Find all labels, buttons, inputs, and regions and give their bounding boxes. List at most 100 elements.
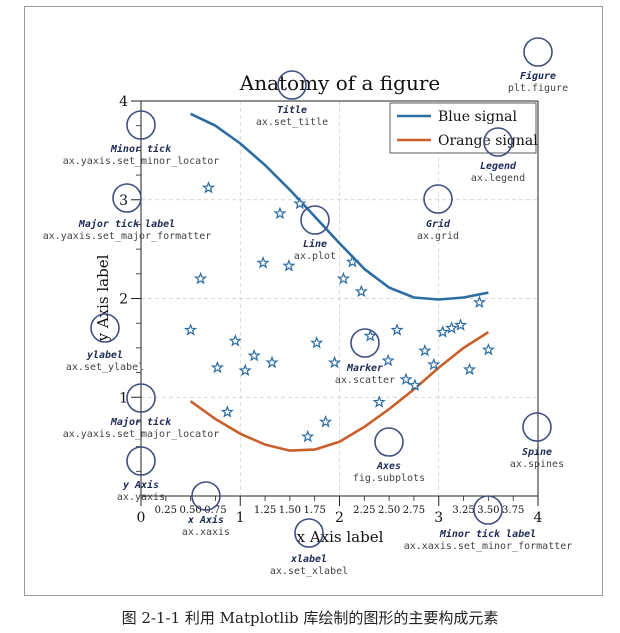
x-minor-tick-label: 1.25 xyxy=(254,505,276,516)
annotation-circle xyxy=(277,70,307,100)
annotation-circle xyxy=(473,495,503,525)
annotation-code: ax.xaxis.set_minor_formatter xyxy=(404,541,573,552)
anatomy-chart: 0 1 2 3 4 0.25 0.50 0.75 1.25 1.50 1.75 2.25 2.50 2.7… xyxy=(43,37,573,577)
scatter-marker xyxy=(372,395,386,408)
x-minor-tick-label: 2.25 xyxy=(353,505,375,516)
annotation-circle xyxy=(112,183,142,213)
annotation-code: ax.legend xyxy=(471,173,525,184)
scatter-marker xyxy=(201,180,216,194)
scatter-marker xyxy=(238,363,252,377)
x-axis-label: x Axis label xyxy=(297,528,384,546)
scatter-marker xyxy=(310,336,324,349)
scatter-marker xyxy=(354,284,368,298)
x-major-tick-label: 2 xyxy=(335,510,344,526)
annotation-code: ax.yaxis.set_minor_locator xyxy=(63,156,220,167)
scatter-marker xyxy=(445,321,459,334)
x-minor-tick-label: 0.25 xyxy=(155,505,177,516)
scatter-marker xyxy=(282,258,296,272)
series-line-orange xyxy=(189,331,490,452)
y-major-tick-label: 3 xyxy=(119,193,128,209)
annotation-name: y Axis xyxy=(122,479,159,491)
annotation-name: Major tick label xyxy=(78,218,175,230)
x-major-tick-label: 0 xyxy=(137,510,146,526)
annotation-name: Title xyxy=(277,104,307,116)
x-minor-tick-label: 1.75 xyxy=(304,505,326,516)
scatter-marker xyxy=(319,415,333,428)
annotation-code: ax.set_ylabel xyxy=(66,362,144,373)
scatter-marker xyxy=(454,318,468,331)
annotation-name: Major tick xyxy=(110,416,172,428)
legend-label: Orange signal xyxy=(438,133,538,149)
scatter-marker xyxy=(408,378,422,391)
annotation-code: ax.scatter xyxy=(335,375,395,386)
y-major-tick-label: 1 xyxy=(119,390,128,406)
scatter-marker xyxy=(293,196,307,210)
annotation-code: ax.yaxis xyxy=(117,492,165,503)
annotation-circle xyxy=(126,383,156,413)
y-major-tick-label: 4 xyxy=(119,94,128,110)
annotation-code: ax.yaxis.set_major_locator xyxy=(63,429,220,440)
annotation-code: fig.subplots xyxy=(353,473,425,484)
annotation-code: ax.spines xyxy=(510,459,564,470)
scatter-marker xyxy=(462,362,477,376)
annotation-code: ax.set_xlabel xyxy=(270,566,348,577)
x-minor-tick-label: 0.50 xyxy=(179,505,201,516)
y-axis-label: y Axis label xyxy=(94,254,112,342)
scatter-marker xyxy=(427,357,441,371)
annotation-code: ax.set_title xyxy=(256,117,328,128)
x-minor-tick-label: 3.75 xyxy=(502,505,524,516)
annotation-code: ax.xaxis xyxy=(182,527,230,538)
annotation-name: x Axis xyxy=(187,514,224,526)
scatter-marker xyxy=(390,323,404,336)
annotation-circle xyxy=(126,110,156,140)
scatter-marker xyxy=(381,353,395,367)
annotation-name: Line xyxy=(303,238,327,250)
x-minor-tick-label: 3.50 xyxy=(477,505,499,516)
annotation-name: Minor tick xyxy=(110,143,172,155)
annotation-circle xyxy=(90,313,120,343)
annotation-name: Legend xyxy=(480,161,517,172)
scatter-marker xyxy=(265,355,279,369)
scatter-marker xyxy=(418,343,432,357)
series-line-blue xyxy=(190,112,489,301)
annotation-circle xyxy=(350,328,380,358)
scatter-marker xyxy=(273,206,287,220)
annotation-code: ax.plot xyxy=(294,251,336,262)
annotation-circle xyxy=(191,481,221,511)
annotation-code: ax.grid xyxy=(417,231,459,242)
scatter-marker xyxy=(345,255,359,268)
legend-label: Blue signal xyxy=(438,109,518,125)
scatter-marker xyxy=(472,295,487,309)
annotation-circle xyxy=(523,37,553,67)
scatter-marker xyxy=(399,372,413,386)
annotation-circle xyxy=(483,127,513,157)
x-minor-tick-label: 2.50 xyxy=(378,505,400,516)
scatter-marker xyxy=(327,355,342,369)
x-minor-tick-label: 2.75 xyxy=(403,505,425,516)
annotation-code: ax.yaxis.set_major_formatter xyxy=(43,231,212,242)
y-major-tick-label: 2 xyxy=(119,292,128,308)
annotation-name: Axes xyxy=(376,461,401,472)
chart-title: Anatomy of a figure xyxy=(239,71,440,95)
annotation-name: Grid xyxy=(426,218,451,230)
scatter-marker xyxy=(301,429,315,443)
scatter-marker xyxy=(481,342,495,356)
annotation-name: Figure xyxy=(520,70,556,82)
annotation-name: Minor tick label xyxy=(439,528,536,540)
scatter-marker xyxy=(363,329,377,342)
annotation-circle xyxy=(374,427,404,457)
x-major-tick-label: 1 xyxy=(236,510,245,526)
x-minor-tick-label: 1.50 xyxy=(279,505,301,516)
annotation-circle xyxy=(300,205,330,235)
annotation-name: Marker xyxy=(346,363,383,374)
scatter-marker xyxy=(436,325,450,338)
annotation-name: xlabel xyxy=(290,554,327,565)
figure-caption: 图 2-1-1 利用 Matplotlib 库绘制的图形的主要构成元素 xyxy=(121,609,499,627)
annotation-circle xyxy=(294,518,324,548)
x-minor-tick-label: 3.25 xyxy=(452,505,474,516)
scatter-marker xyxy=(247,348,261,362)
scatter-marker xyxy=(336,271,351,285)
annotation-circle xyxy=(522,412,552,442)
scatter-marker xyxy=(256,256,270,269)
scatter-marker xyxy=(184,323,198,336)
